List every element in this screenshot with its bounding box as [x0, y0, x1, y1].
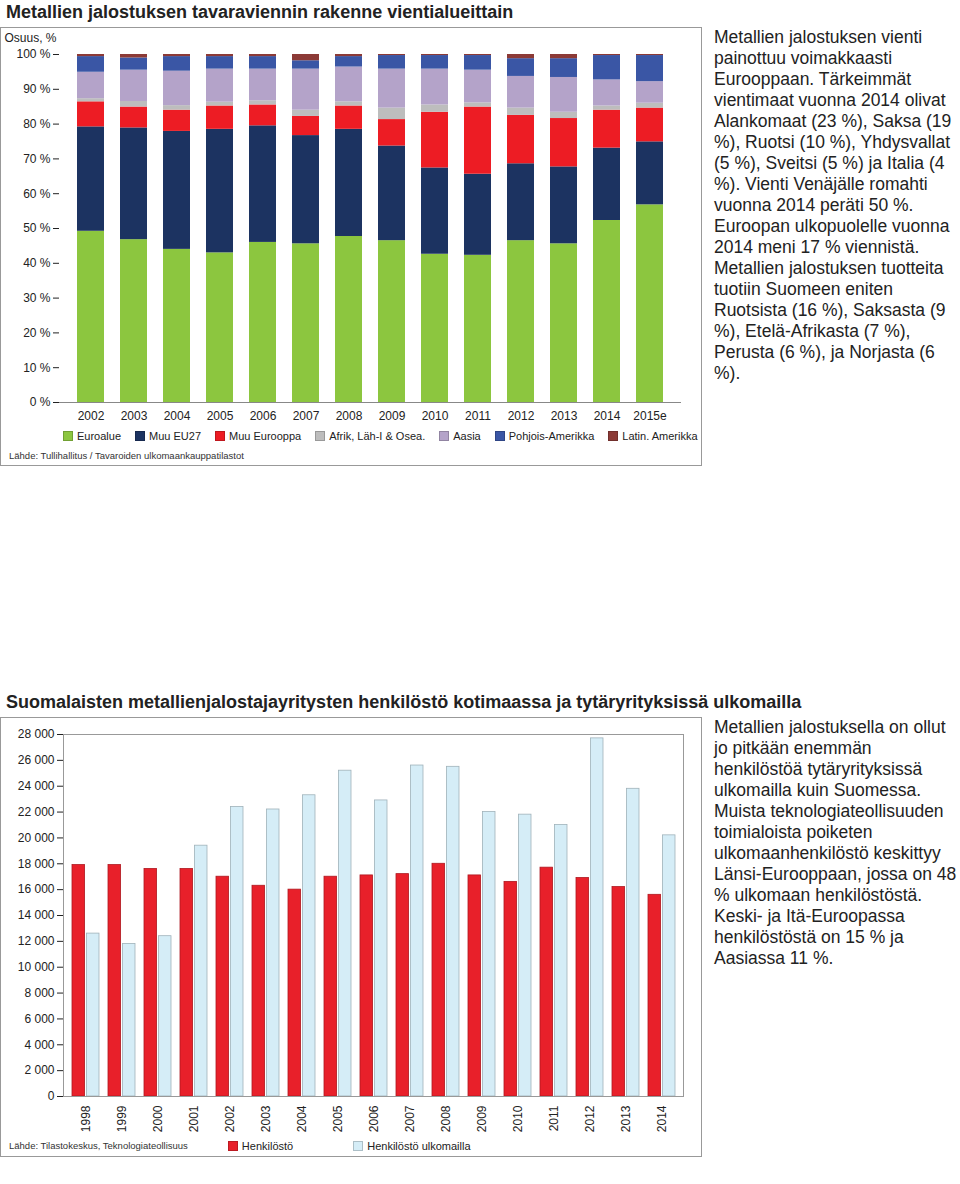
svg-text:2014: 2014 — [655, 1105, 669, 1132]
svg-text:12 000: 12 000 — [18, 934, 55, 948]
html-text:Metallien jalostuksella on oll: Metallien jalostuksella on ollut jo pitk… — [714, 716, 957, 968]
svg-text:2007: 2007 — [403, 1105, 417, 1132]
svg-text:2005: 2005 — [331, 1105, 345, 1132]
svg-text:10 000: 10 000 — [18, 960, 55, 974]
svg-text:2013: 2013 — [551, 409, 578, 423]
svg-text:10 %: 10 % — [23, 360, 51, 374]
svg-text:2002: 2002 — [78, 409, 105, 423]
svg-text:2001: 2001 — [187, 1105, 201, 1132]
html-text:Metallien jalostuksen tavaravi: Metallien jalostuksen tavaraviennin rake… — [6, 2, 514, 22]
svg-text:24 000: 24 000 — [18, 779, 55, 793]
svg-text:2000: 2000 — [151, 1105, 165, 1132]
svg-text:2013: 2013 — [619, 1105, 633, 1132]
html-text:Lähde: Tilastokeskus, Teknolog: Lähde: Tilastokeskus, Teknologiateollisu… — [9, 1140, 188, 1152]
svg-text:8 000: 8 000 — [24, 986, 54, 1000]
svg-text:2007: 2007 — [293, 409, 320, 423]
html-text:Muu EU27: Muu EU27 — [149, 429, 201, 442]
svg-text:2012: 2012 — [508, 409, 535, 423]
svg-text:1999: 1999 — [115, 1105, 129, 1132]
html-text:Afrik, Läh-I & Osea.: Afrik, Läh-I & Osea. — [329, 429, 426, 442]
svg-text:100 %: 100 % — [16, 47, 50, 61]
svg-text:2006: 2006 — [367, 1105, 381, 1132]
svg-text:18 000: 18 000 — [18, 856, 55, 870]
svg-text:2006: 2006 — [250, 409, 277, 423]
svg-text:40 %: 40 % — [23, 256, 51, 270]
svg-text:0: 0 — [48, 1089, 55, 1103]
svg-text:50 %: 50 % — [23, 221, 51, 235]
svg-text:90 %: 90 % — [23, 82, 51, 96]
svg-text:2002: 2002 — [223, 1105, 237, 1132]
html-text:Pohjois-Amerikka: Pohjois-Amerikka — [508, 429, 595, 442]
svg-text:4 000: 4 000 — [24, 1037, 54, 1051]
html-text:Muu Eurooppa: Muu Eurooppa — [229, 429, 302, 442]
svg-text:2009: 2009 — [379, 409, 406, 423]
svg-text:2003: 2003 — [121, 409, 148, 423]
html-text:Suomalaisten metallienjalostaj: Suomalaisten metallienjalostajayritysten… — [6, 692, 802, 712]
svg-text:0 %: 0 % — [30, 395, 51, 409]
svg-text:2008: 2008 — [336, 409, 363, 423]
svg-text:20 000: 20 000 — [18, 830, 55, 844]
html-text:Latin. Amerikka: Latin. Amerikka — [622, 429, 698, 442]
svg-text:16 000: 16 000 — [18, 882, 55, 896]
svg-text:30 %: 30 % — [23, 291, 51, 305]
svg-text:2010: 2010 — [422, 409, 449, 423]
svg-text:2003: 2003 — [259, 1105, 273, 1132]
html-text:Henkilöstö ulkomailla: Henkilöstö ulkomailla — [367, 1139, 471, 1152]
svg-text:2009: 2009 — [475, 1105, 489, 1132]
svg-text:2004: 2004 — [164, 409, 191, 423]
html-text:Metallien jalostuksen vienti p: Metallien jalostuksen vienti painottuu v… — [714, 26, 952, 383]
svg-text:80 %: 80 % — [23, 117, 51, 131]
svg-text:1998: 1998 — [79, 1105, 93, 1132]
svg-text:2011: 2011 — [547, 1105, 561, 1131]
svg-text:2015e: 2015e — [633, 409, 667, 423]
svg-text:6 000: 6 000 — [24, 1011, 54, 1025]
svg-text:70 %: 70 % — [23, 151, 51, 165]
svg-text:2004: 2004 — [295, 1105, 309, 1132]
svg-text:2008: 2008 — [439, 1105, 453, 1132]
svg-text:20 %: 20 % — [23, 325, 51, 339]
svg-text:26 000: 26 000 — [18, 753, 55, 767]
svg-text:22 000: 22 000 — [18, 805, 55, 819]
svg-text:2010: 2010 — [511, 1105, 525, 1132]
html-text:Lähde: Tullihallitus / Tavaroi: Lähde: Tullihallitus / Tavaroiden ulkoma… — [9, 449, 244, 461]
html-text:Euroalue: Euroalue — [77, 429, 121, 442]
svg-text:2005: 2005 — [207, 409, 234, 423]
svg-text:2 000: 2 000 — [24, 1063, 54, 1077]
svg-text:2014: 2014 — [594, 409, 621, 423]
svg-text:Osuus, %: Osuus, % — [5, 31, 57, 45]
svg-text:2012: 2012 — [583, 1105, 597, 1132]
svg-text:60 %: 60 % — [23, 186, 51, 200]
html-text:Aasia: Aasia — [453, 429, 481, 442]
svg-text:14 000: 14 000 — [18, 908, 55, 922]
svg-text:2011: 2011 — [465, 409, 491, 423]
html-text:Henkilöstö: Henkilöstö — [241, 1139, 294, 1152]
svg-text:28 000: 28 000 — [18, 727, 55, 741]
